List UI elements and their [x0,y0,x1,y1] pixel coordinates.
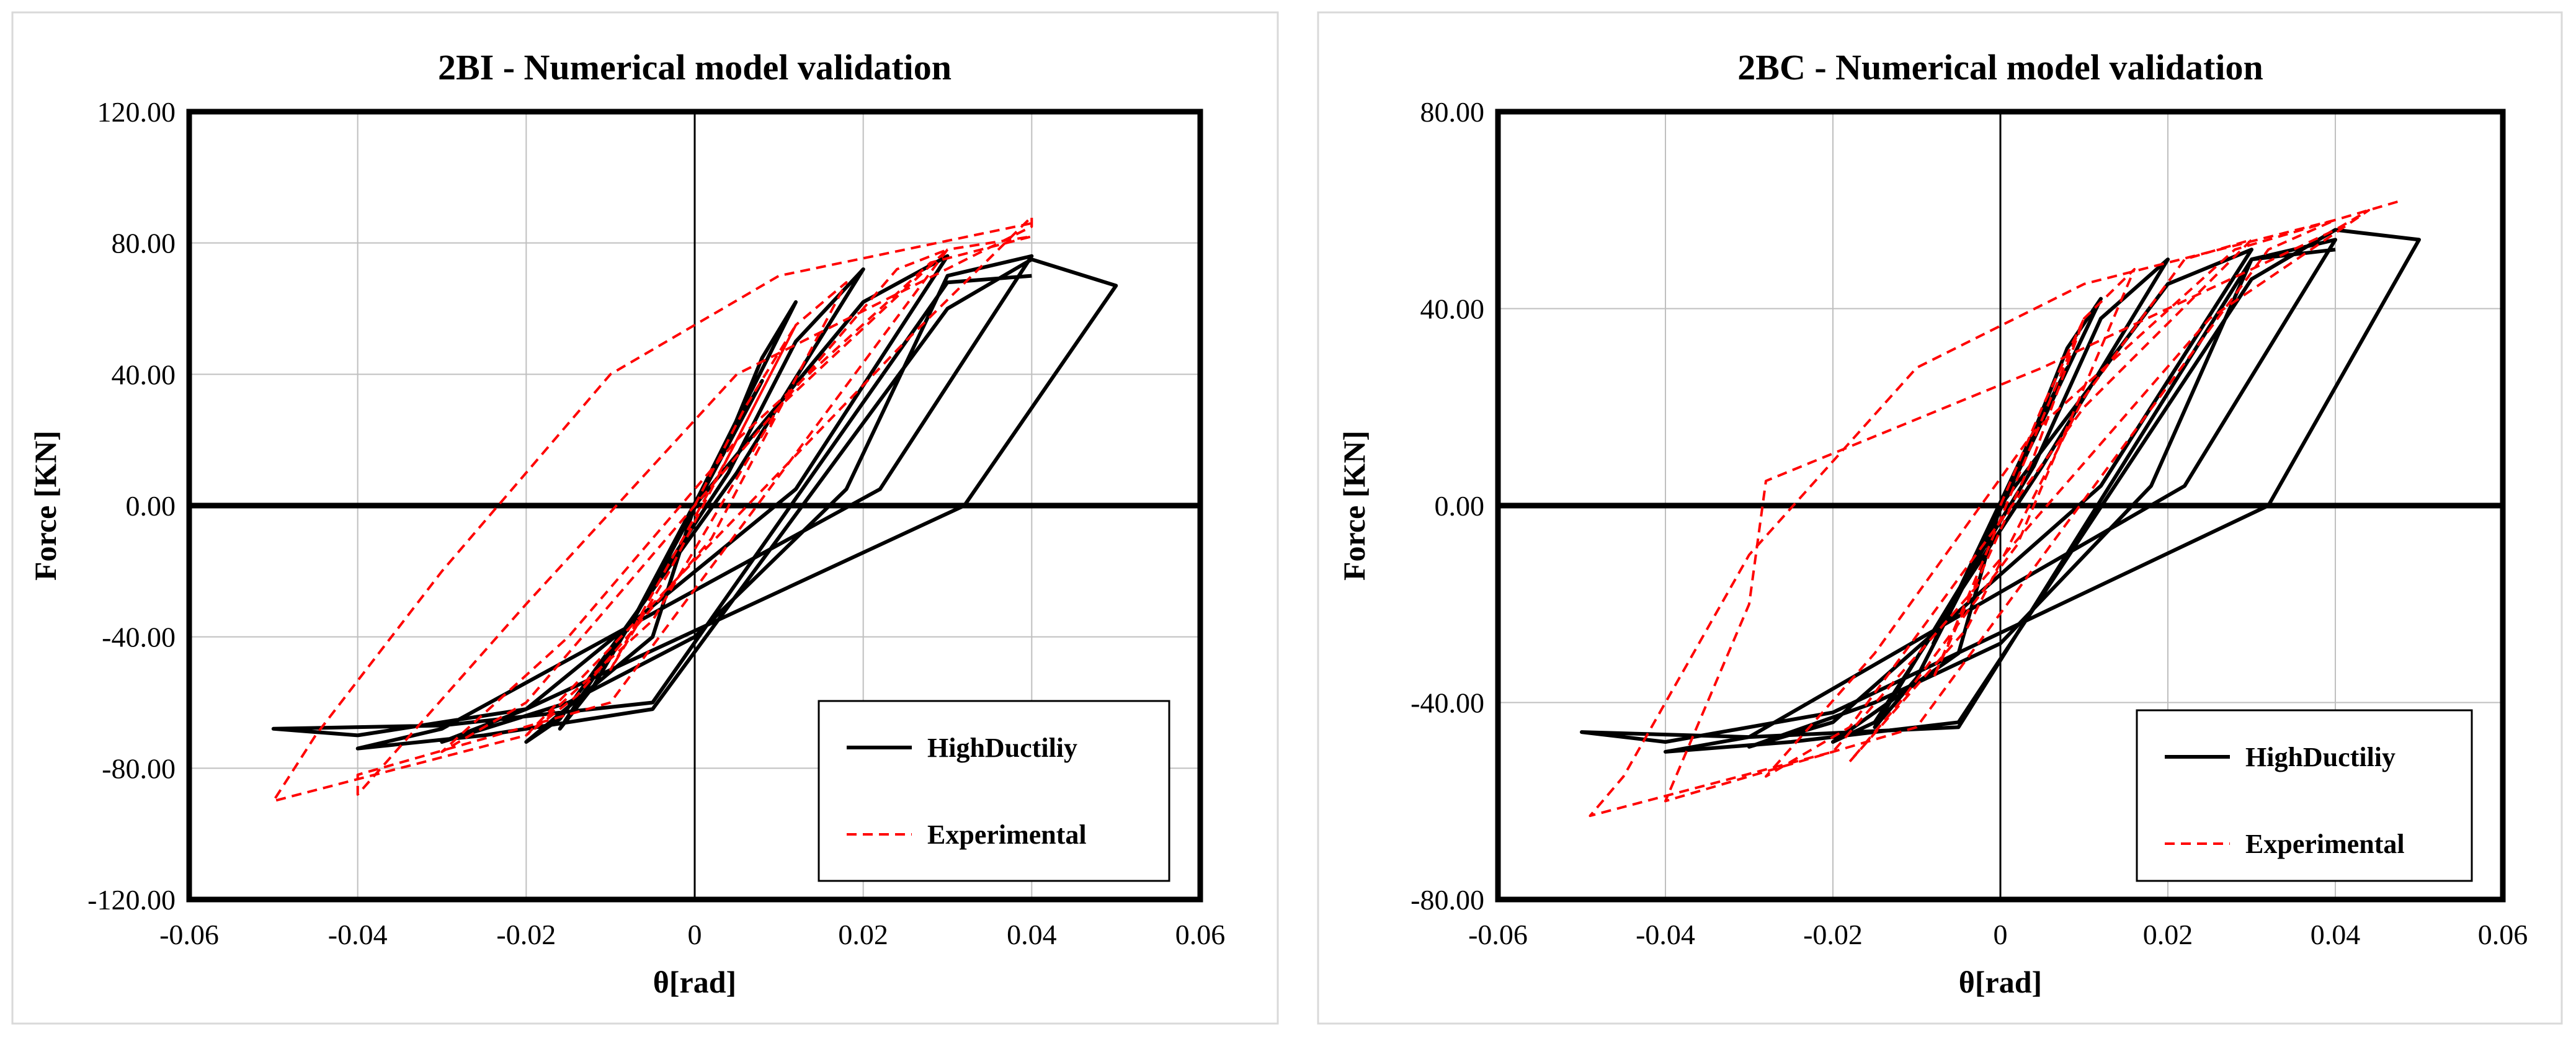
y-tick-label: 0.00 [126,490,176,522]
x-tick-label: 0 [688,919,702,950]
legend-label: HighDuctiliy [927,733,1077,763]
legend: HighDuctiliy Experimental [818,700,1170,882]
y-axis-label: Force [KN] [1337,431,1371,581]
legend-label: HighDuctiliy [2245,742,2396,772]
x-tick-label: 0.04 [1007,919,1057,950]
chart-title: 2BC - Numerical model validation [1737,47,2263,87]
plot-area [186,109,1203,903]
x-axis-label: θ[rad] [1959,965,2042,999]
legend-box [2136,709,2473,882]
legend-label: Experimental [927,819,1087,850]
y-tick-label: 120.00 [97,96,176,128]
chart-2: 2BC - Numerical model validation 80.00 40.… [1317,11,2563,1025]
x-tick-label: -0.06 [159,919,219,950]
x-tick-label: 0.02 [838,919,888,950]
legend-box [818,700,1170,882]
y-tick-label: -40.00 [102,622,176,653]
y-tick-label: -40.00 [1411,687,1484,719]
x-tick-label: -0.04 [328,919,388,950]
y-tick-label: -120.00 [87,884,176,916]
x-tick-label: 0.06 [2478,919,2528,950]
plot-area [1495,109,2506,903]
x-tick-label: 0 [1994,919,2008,950]
x-tick-label: -0.02 [1803,919,1863,950]
x-axis-label: θ[rad] [653,965,736,999]
x-tick-label: 0.06 [1175,919,1226,950]
x-tick-label: -0.06 [1468,919,1528,950]
y-tick-label: -80.00 [102,752,176,784]
y-tick-label: -80.00 [1411,884,1484,916]
y-tick-label: 40.00 [1420,293,1485,325]
y-axis-label: Force [KN] [28,431,63,581]
y-tick-label: 80.00 [1420,96,1485,128]
x-tick-label: 0.04 [2311,919,2361,950]
y-tick-label: 40.00 [112,359,176,390]
series-experimental-line [272,215,1033,803]
chart-title: 2BI - Numerical model validation [438,47,952,87]
legend-label: Experimental [2245,829,2405,859]
legend: HighDuctiliy Experimental [2136,709,2473,882]
chart-1: 2BI - Numerical model validation 120.00 80… [11,11,1279,1025]
y-tick-label: 80.00 [112,228,176,259]
x-tick-label: -0.04 [1636,919,1695,950]
y-tick-label: 0.00 [1435,490,1485,522]
series-highductiliy-line [271,254,1118,751]
series-experimental-line [1589,199,2403,818]
x-tick-label: -0.02 [496,919,556,950]
x-tick-label: 0.02 [2143,919,2193,950]
